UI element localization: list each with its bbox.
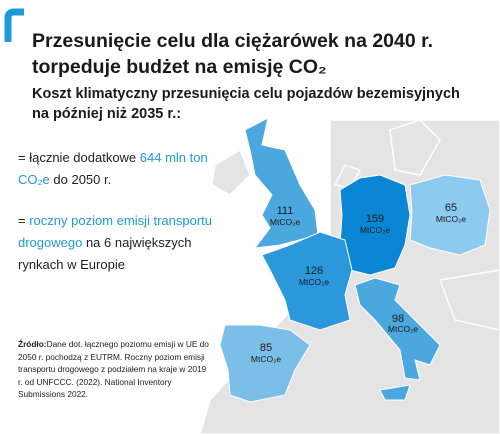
bullet-line: drogowego na 6 największych (18, 235, 191, 250)
region-fr (261, 231, 353, 331)
text: do 2050 r. (49, 172, 112, 187)
highlight: drogowego (18, 235, 83, 250)
region-value: 65 (445, 202, 457, 214)
corner-decoration (4, 8, 24, 42)
highlight: roczny poziom emisji transportu (29, 213, 213, 228)
bullet-line: = roczny poziom emisji transportu (18, 213, 212, 228)
bullet-line: = łącznie dodatkowe 644 mln ton (18, 150, 208, 165)
subtitle: Koszt klimatyczny przesunięcia celu poja… (32, 86, 460, 102)
text: = łącznie dodatkowe (18, 150, 140, 165)
region-es (219, 324, 311, 403)
bullet-line: rynkach w Europie (18, 257, 125, 272)
region-value: 111 (277, 205, 294, 217)
region-unit: MtCO₂e (360, 225, 390, 235)
text: = (18, 213, 30, 228)
bullet-line: CO₂e do 2050 r. (18, 172, 111, 187)
region-unit: MtCO₂e (436, 214, 466, 224)
title: Przesunięcie celu dla ciężarówek na 2040… (32, 30, 434, 52)
title: torpeduje budżet na emisję CO₂ (32, 56, 327, 78)
region-value: 98 (392, 313, 404, 325)
highlight: CO₂e (18, 172, 50, 187)
region-uk (244, 117, 319, 249)
region-unit: MtCO₂e (388, 324, 418, 334)
source-label: Źródło: (18, 339, 47, 349)
region-unit: MtCO₂e (270, 217, 300, 227)
region-unit: MtCO₂e (251, 354, 281, 364)
region-it (354, 277, 441, 401)
text: na 6 największych (82, 235, 192, 250)
region-value: 159 (366, 213, 384, 225)
region-unit: MtCO₂e (299, 277, 329, 287)
source-text: Dane dot. łącznego poziomu emisji w UE d… (18, 339, 209, 399)
region-pl (409, 174, 491, 256)
subtitle: na później niż 2035 r.: (32, 106, 182, 122)
region-value: 126 (305, 265, 323, 277)
highlight: 644 mln ton (139, 150, 208, 165)
source: Źródło:Dane dot. łącznego poziomu emisji… (18, 338, 213, 401)
region-value: 85 (260, 342, 272, 354)
